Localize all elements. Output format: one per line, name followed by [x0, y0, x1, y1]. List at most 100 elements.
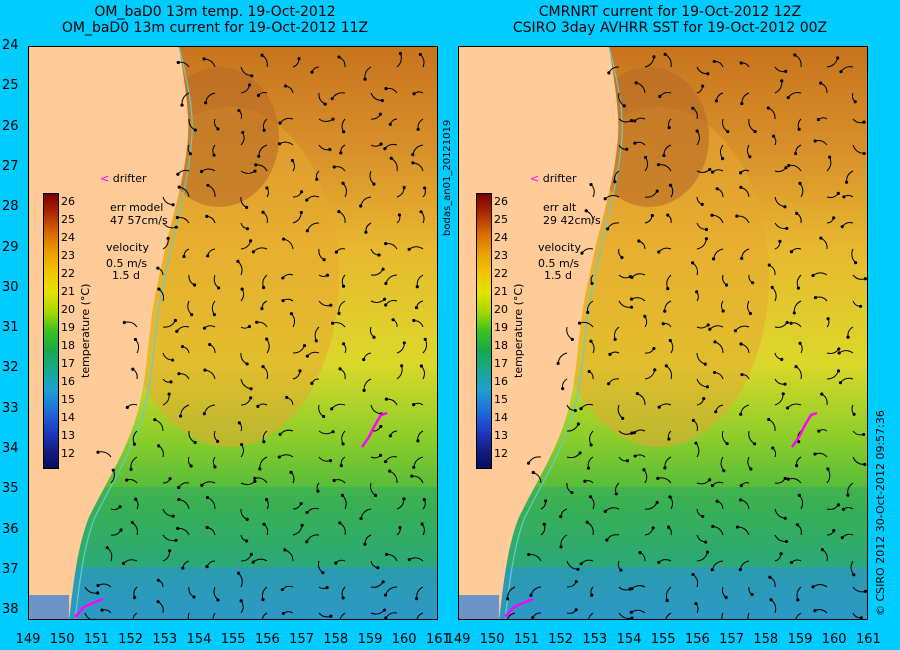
run-id-label: bodas_an01_20121019 [442, 119, 453, 236]
current-vector [187, 612, 190, 619]
vector-head [122, 320, 126, 325]
vector-head [415, 285, 419, 289]
vector-head [380, 98, 384, 103]
vector-head [322, 258, 326, 262]
vector-head [605, 227, 610, 231]
vector-head [708, 327, 712, 331]
vector-head [863, 589, 867, 593]
vector-head [613, 337, 617, 341]
vector-head [388, 469, 392, 473]
vector-head [302, 344, 307, 348]
copyright-label: © CSIRO 2012 30-Oct-2012 09:57:36 [874, 410, 887, 616]
left-map-panel [28, 46, 438, 620]
left-title-line2: OM_baD0 13m current for 19-Oct-2012 11Z [61, 20, 369, 36]
vector-head [725, 442, 729, 446]
vector-head [629, 610, 633, 614]
vector-head [213, 465, 217, 469]
right-colorbar-title: temperature (°C) [512, 283, 525, 378]
vector-head [134, 497, 138, 501]
colorbar-tick-label: 26 [494, 195, 508, 208]
vector-head [383, 147, 387, 151]
vector-head [784, 166, 788, 170]
vector-head [363, 542, 367, 546]
lon-tick-label: 152 [118, 632, 143, 647]
vector-head [658, 94, 662, 99]
left-velocity-scale: 0.5 m/s [106, 257, 148, 270]
vector-head [837, 351, 841, 355]
vector-head [753, 129, 757, 134]
vector-head [739, 185, 743, 189]
vector-head [701, 514, 705, 518]
vector-head [583, 479, 587, 483]
vector-head [633, 454, 637, 458]
vector-head [277, 455, 281, 459]
vector-head [388, 434, 393, 438]
vector-head [733, 329, 738, 333]
vector-head [711, 524, 715, 529]
vector-head [169, 380, 173, 384]
vector-head [249, 552, 253, 556]
vector-head [264, 498, 269, 502]
vector-head [182, 254, 186, 259]
vector-head [632, 431, 637, 435]
vector-head [281, 299, 285, 303]
vector-head [584, 209, 588, 213]
colorbar-tick-label: 25 [61, 213, 75, 226]
left-colorbar [43, 193, 59, 469]
vector-head [236, 571, 241, 575]
lon-tick-label: 151 [513, 632, 539, 647]
right-drifter-label: drifter [542, 172, 577, 185]
vector-head [125, 405, 129, 409]
vector-head [329, 614, 333, 618]
vector-head [853, 261, 858, 265]
vector-head [373, 493, 378, 498]
left-title-line1: OM_baD0 13m temp. 19-Oct-2012 [94, 4, 336, 20]
vector-head [781, 392, 785, 396]
vector-head [705, 550, 710, 554]
vector-head [783, 382, 787, 386]
vector-head [625, 459, 630, 463]
vector-head [589, 443, 593, 447]
vector-head [712, 59, 716, 64]
vector-head [663, 309, 667, 313]
vector-head [420, 522, 424, 526]
vector-head [253, 479, 257, 483]
vector-head [706, 323, 710, 327]
colorbar-tick-label: 19 [61, 321, 75, 334]
vector-head [330, 407, 334, 411]
vector-head [637, 239, 641, 243]
right-err-value: 29 42cm/s [543, 214, 601, 227]
vector-head [705, 385, 709, 389]
vector-head [338, 367, 342, 371]
vector-head [388, 122, 392, 126]
vector-head [381, 580, 385, 584]
vector-head [620, 255, 624, 260]
vector-head [735, 525, 740, 529]
vector-head [853, 100, 857, 104]
colorbar-tick-label: 20 [494, 303, 508, 316]
vector-head [257, 154, 261, 158]
vector-head [838, 381, 843, 385]
vector-head [133, 595, 137, 600]
colorbar-tick-label: 17 [61, 357, 75, 370]
vector-head [249, 396, 253, 400]
vector-head [813, 139, 817, 143]
vector-head [244, 205, 249, 209]
vector-head [586, 310, 590, 315]
vector-head [703, 362, 707, 366]
vector-head [590, 593, 594, 597]
vector-head [863, 462, 867, 467]
vector-head [694, 601, 698, 606]
vector-head [816, 117, 821, 122]
colorbar-tick-label: 12 [61, 447, 75, 460]
vector-head [789, 250, 794, 254]
vector-head [331, 430, 335, 434]
drifter-track [790, 411, 818, 448]
vector-head [298, 369, 302, 373]
vector-head [330, 96, 334, 101]
vector-head [794, 151, 798, 156]
vector-head [132, 442, 137, 446]
lat-tick-label: 32 [2, 360, 19, 376]
vector-head [299, 210, 303, 215]
vector-head [407, 557, 411, 562]
